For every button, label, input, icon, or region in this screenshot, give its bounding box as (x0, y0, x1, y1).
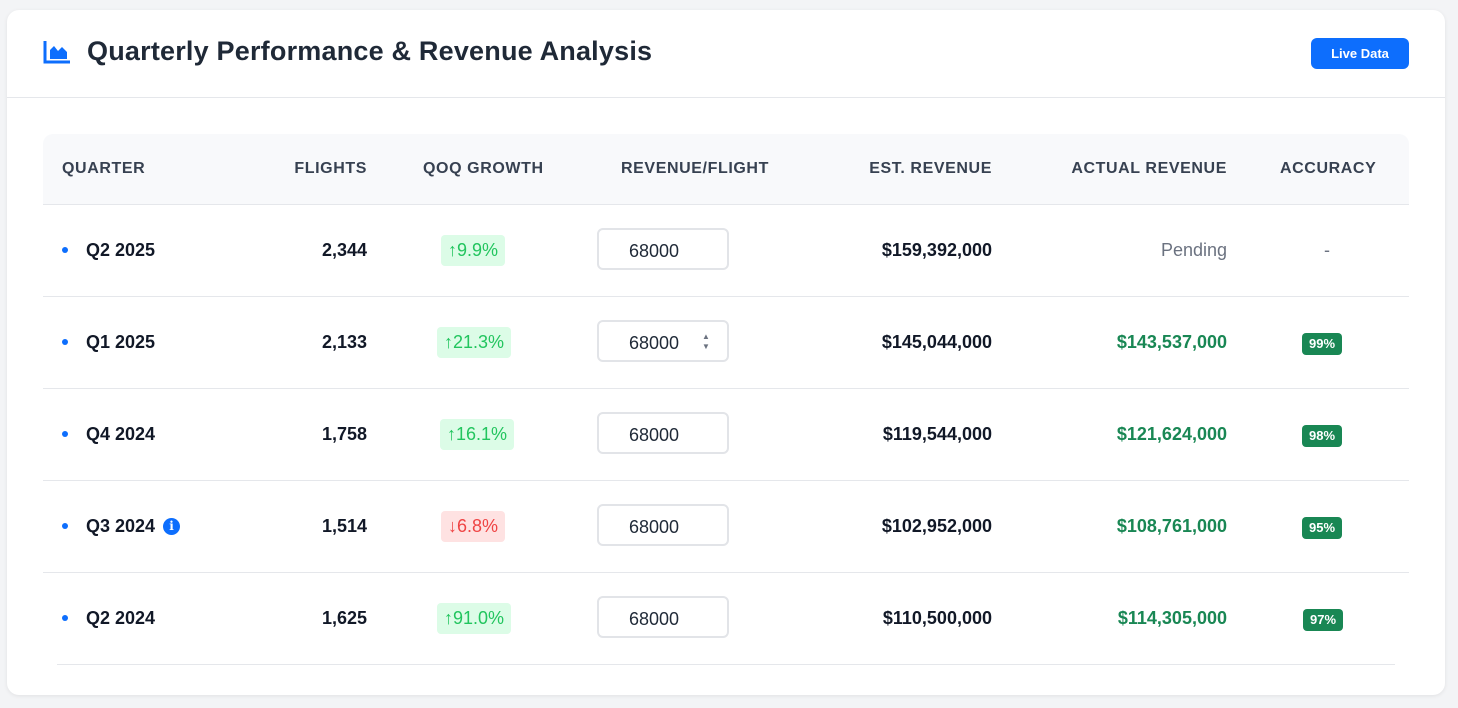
table-row: Q2 2024 1,625 ↑91.0% 68000 $110,500,000 $114,… (57, 573, 1395, 665)
flights-cell: 1,514 (321, 516, 367, 536)
arrow-up-icon: ↑ (444, 608, 453, 628)
flights-cell: 1,625 (321, 608, 367, 628)
column-header-est-revenue[interactable]: EST. REVENUE (869, 160, 992, 177)
table-row: Q1 2025 2,133 ↑21.3% 68000 ▲ ▼ $145,044,000 $14… (43, 297, 1409, 389)
revenue-per-flight-input[interactable]: 68000 (597, 504, 729, 546)
qoq-growth-badge: ↑16.1% (440, 419, 515, 450)
qoq-growth-badge: ↓6.8% (441, 511, 506, 542)
page-title: Quarterly Performance & Revenue Analysis (87, 36, 653, 66)
column-header-revenue-per-flight[interactable]: REVENUE/FLIGHT (621, 160, 769, 177)
quarter-cell: Q1 2025 (86, 297, 155, 387)
quarter-cell: Q2 2024 (86, 573, 155, 663)
arrow-up-icon: ↑ (448, 240, 457, 260)
live-data-button[interactable]: Live Data (1311, 38, 1409, 69)
est-revenue-cell: $102,952,000 (881, 516, 992, 536)
area-chart-icon (43, 41, 70, 64)
est-revenue-cell: $119,544,000 (882, 424, 992, 444)
row-bullet (62, 615, 68, 621)
quarter-cell: Q3 2024 i (86, 481, 181, 571)
actual-revenue-cell: $121,624,000 (1116, 424, 1227, 444)
quarter-cell: Q2 2025 (86, 205, 155, 295)
est-revenue-cell: $159,392,000 (881, 240, 992, 260)
accuracy-badge: 98% (1302, 425, 1343, 447)
flights-cell: 2,344 (321, 240, 367, 260)
revenue-per-flight-input[interactable]: 68000 (597, 596, 729, 638)
row-bullet (62, 339, 68, 345)
growth-value: 21.3% (453, 332, 505, 352)
growth-value: 9.9% (457, 240, 499, 260)
growth-value: 91.0% (453, 608, 505, 628)
revenue-per-flight-value: 68000 (629, 333, 680, 353)
qoq-growth-badge: ↑21.3% (437, 327, 512, 358)
info-icon[interactable]: i (163, 518, 181, 535)
actual-revenue-cell: $143,537,000 (1116, 332, 1227, 352)
quarter-label: Q2 2025 (86, 240, 156, 260)
column-header-quarter[interactable]: QUARTER (62, 160, 146, 177)
arrow-up-icon: ↑ (444, 332, 453, 352)
row-bullet (62, 523, 68, 529)
quarter-label: Q3 2024 (86, 516, 156, 536)
actual-revenue-cell: $108,761,000 (1116, 516, 1227, 536)
number-spinner-icon[interactable]: ▲ ▼ (702, 332, 710, 351)
table-row: Q2 2025 2,344 ↑9.9% 68000 $159,392,000 Pendin… (43, 205, 1409, 297)
arrow-up-icon: ↑ (447, 424, 456, 444)
revenue-card: Quarterly Performance & Revenue Analysis… (7, 10, 1445, 695)
accuracy-badge: 95% (1302, 517, 1343, 539)
qoq-growth-badge: ↑9.9% (441, 235, 506, 266)
quarter-label: Q2 2024 (86, 608, 156, 628)
revenue-per-flight-value: 68000 (629, 425, 680, 445)
column-header-qoq-growth[interactable]: QOQ GROWTH (423, 160, 544, 177)
table-header: QUARTER FLIGHTS QOQ GROWTH REVENUE/FLIGH… (43, 134, 1409, 205)
column-header-actual-revenue[interactable]: ACTUAL REVENUE (1071, 160, 1227, 177)
row-bullet (62, 431, 68, 437)
revenue-per-flight-value: 68000 (629, 609, 680, 629)
revenue-per-flight-value: 68000 (629, 517, 680, 537)
quarter-cell: Q4 2024 (86, 389, 155, 479)
row-bullet (62, 247, 68, 253)
accuracy-badge: 99% (1302, 333, 1343, 355)
quarter-label: Q4 2024 (86, 424, 156, 444)
revenue-per-flight-value: 68000 (629, 241, 680, 261)
growth-value: 6.8% (457, 516, 499, 536)
est-revenue-cell: $145,044,000 (881, 332, 992, 352)
flights-cell: 1,758 (321, 424, 367, 444)
table-body: Q2 2025 2,344 ↑9.9% 68000 $159,392,000 Pendin… (43, 205, 1409, 665)
arrow-down-icon: ↓ (448, 516, 457, 536)
qoq-growth-badge: ↑91.0% (437, 603, 512, 634)
column-header-accuracy[interactable]: ACCURACY (1280, 160, 1377, 177)
performance-table: QUARTER FLIGHTS QOQ GROWTH REVENUE/FLIGH… (43, 134, 1409, 665)
column-header-flights[interactable]: FLIGHTS (294, 160, 367, 177)
revenue-per-flight-input[interactable]: 68000 ▲ ▼ (597, 320, 729, 362)
actual-revenue-cell: $114,305,000 (1117, 608, 1227, 628)
est-revenue-cell: $110,500,000 (882, 608, 992, 628)
revenue-per-flight-input[interactable]: 68000 (597, 412, 729, 454)
table-row: Q3 2024 i 1,514 ↓6.8% 68000 $102,952,000 $108,… (43, 481, 1409, 573)
actual-revenue-cell: Pending (1160, 240, 1227, 260)
accuracy-badge: 97% (1303, 609, 1344, 631)
revenue-per-flight-input[interactable]: 68000 (597, 228, 729, 270)
flights-cell: 2,133 (321, 332, 367, 352)
quarter-label: Q1 2025 (86, 332, 156, 352)
accuracy-empty: - (1324, 240, 1330, 260)
growth-value: 16.1% (456, 424, 508, 444)
card-header: Quarterly Performance & Revenue Analysis… (7, 10, 1445, 98)
table-row: Q4 2024 1,758 ↑16.1% 68000 $119,544,000 $121,… (43, 389, 1409, 481)
